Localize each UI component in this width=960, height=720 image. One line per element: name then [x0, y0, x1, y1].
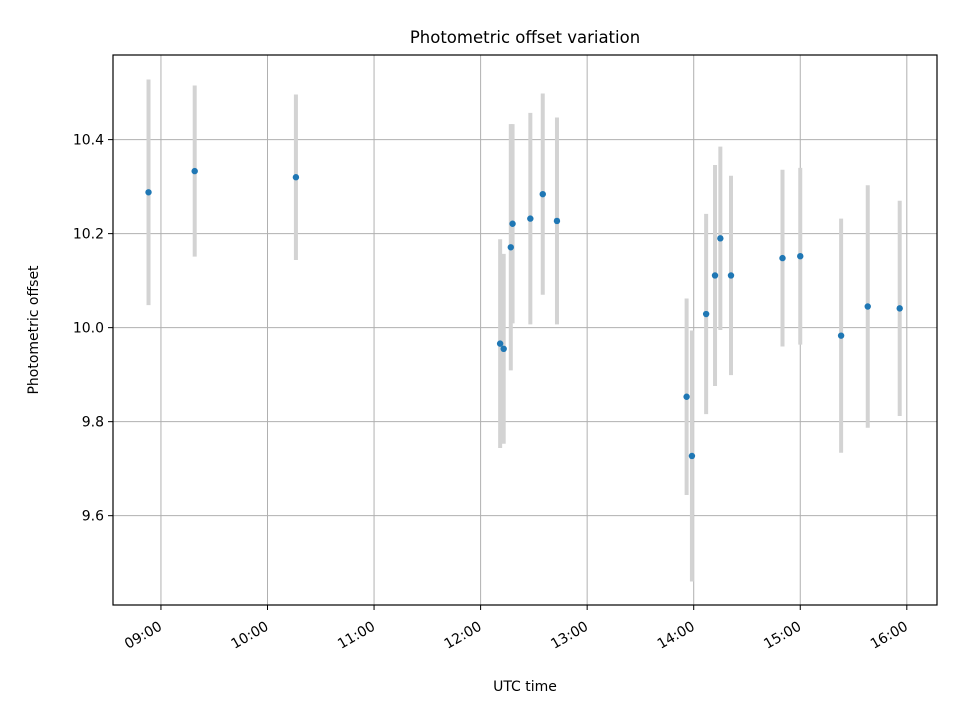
y-tick-label: 9.8	[82, 415, 104, 431]
data-point	[145, 189, 152, 196]
data-point	[688, 452, 696, 460]
grid-lines	[113, 55, 937, 605]
data-point	[702, 310, 710, 318]
data-point	[527, 215, 534, 222]
data-point	[292, 174, 300, 181]
data-point	[711, 272, 719, 279]
data-point	[553, 217, 561, 225]
data-point	[727, 272, 735, 279]
data-point	[717, 235, 724, 242]
y-axis-label: Photometric offset	[26, 265, 42, 395]
y-tick-label: 10.2	[73, 227, 104, 243]
data-point	[797, 252, 804, 260]
plot-area-frame	[112, 54, 938, 606]
data-point	[507, 244, 514, 251]
data-point	[683, 393, 690, 400]
x-axis-label: UTC time	[493, 679, 557, 695]
data-point	[837, 332, 845, 339]
y-axis-ticks: 9.6 9.8 10.0 10.2 10.4	[73, 133, 113, 525]
data-points	[145, 167, 903, 460]
data-point	[500, 345, 507, 353]
data-point	[191, 167, 198, 175]
chart-title: Photometric offset variation	[410, 28, 640, 47]
data-point	[896, 305, 903, 312]
data-point	[496, 340, 504, 347]
y-tick-label: 10.4	[73, 133, 104, 149]
y-tick-label: 10.0	[73, 321, 104, 337]
data-point	[779, 254, 786, 262]
data-point	[509, 220, 516, 227]
data-point	[539, 190, 546, 198]
y-tick-label: 9.6	[82, 509, 104, 525]
data-point	[864, 303, 871, 310]
